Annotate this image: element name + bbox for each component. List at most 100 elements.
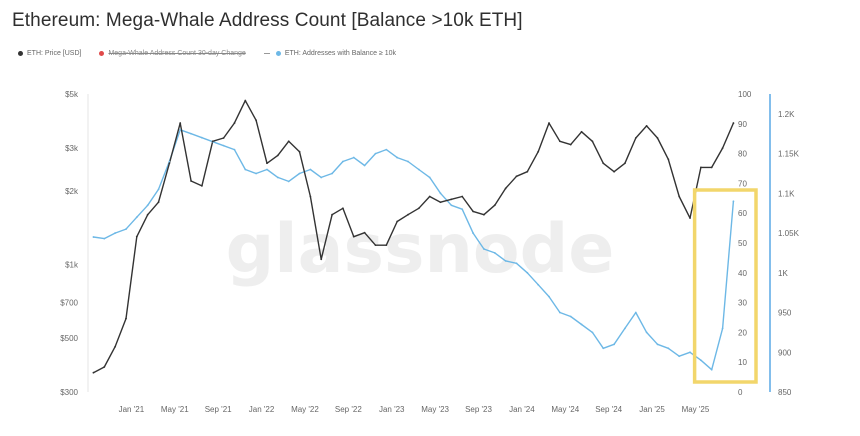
price-point [667,158,670,161]
x-tick-label: Jan '22 [249,405,275,414]
addresses-point [179,128,182,131]
addresses-point [287,180,290,183]
x-axis: Jan '21 May '21 Sep '21 Jan '22 May '22 Sep '… [119,405,710,414]
chart-title: Ethereum: Mega-Whale Address Count [Bala… [12,10,523,31]
addresses-point [721,327,724,330]
price-point [298,150,301,153]
legend-item-30day-change[interactable]: Mega-Whale Address Count 30-day Change [99,50,246,57]
price-point [233,122,236,124]
addresses-point [352,156,355,159]
middle-y-tick-label: 50 [738,239,747,248]
price-point [515,175,518,178]
left-y-tick-label: $1k [65,260,79,269]
addresses-point [450,204,453,207]
price-point [732,122,735,124]
legend-addresses-dot-icon [275,51,281,56]
right-y-tick-label: 1.15K [778,150,800,159]
price-point [352,235,355,238]
price-point [396,220,399,223]
addresses-point [363,164,366,167]
left-y-tick-label: $3k [65,144,79,153]
price-point [309,195,312,198]
price-point [179,122,182,124]
middle-y-tick-label: 0 [738,388,743,397]
legend-addresses-label: ETH: Addresses with Balance ≥ 10k [284,50,397,57]
addresses-point [135,216,138,219]
legend-price-label: ETH: Price [USD] [27,50,82,57]
addresses-point [407,160,409,163]
addresses-point [168,160,171,163]
addresses-point [244,168,247,171]
price-point [385,244,388,247]
price-point [450,198,453,201]
price-point [320,258,323,261]
right-y-tick-label: 1K [778,269,788,278]
middle-y-tick-label: 60 [738,209,747,218]
addresses-point [515,262,518,265]
left-y-tick-label: $2k [65,187,79,196]
addresses-point [558,311,561,314]
right-y-tick-label: 1.2K [778,110,795,119]
middle-y-tick-label: 70 [738,179,747,188]
price-point [92,371,95,374]
middle-y-tick-label: 40 [738,269,747,278]
right-y-tick-label: 900 [778,348,792,357]
price-point [211,140,214,143]
middle-y-tick-label: 90 [738,120,747,129]
price-point [678,195,681,198]
addresses-point [266,168,268,171]
price-point [493,204,496,207]
price-point [168,162,171,165]
addresses-point [656,343,659,346]
legend-item-price[interactable]: ETH: Price [USD] [18,50,81,57]
x-tick-label: Jan '25 [639,405,665,414]
price-point [255,119,258,122]
addresses-point [526,271,529,274]
x-tick-label: Jan '23 [379,405,405,414]
price-point [548,122,550,124]
x-tick-label: Sep '21 [205,405,232,414]
price-point [266,162,268,165]
legend-change-dot-icon [99,51,105,56]
x-tick-label: Sep '23 [465,405,492,414]
addresses-point [689,351,691,354]
price-series-points [92,99,735,374]
addresses-point [396,156,399,159]
price-point [689,217,691,219]
price-point [222,137,225,139]
price-point [483,213,485,216]
price-point [135,235,138,238]
addresses-point [146,204,149,207]
price-point [645,124,648,127]
middle-y-tick-label: 20 [738,328,747,337]
addresses-point [114,232,117,234]
addresses-point [125,228,127,230]
price-point [656,137,659,139]
price-point [331,213,333,216]
addresses-series-points [92,128,735,371]
price-point [374,244,377,247]
price-point [624,162,626,165]
right-y-tick-label: 950 [778,309,792,318]
legend-item-addresses[interactable]: ETH: Addresses with Balance ≥ 10k [263,50,397,57]
addresses-point [645,331,648,334]
price-point [461,195,464,198]
x-tick-label: May '22 [291,405,319,414]
addresses-point [417,168,420,171]
price-point [428,195,431,198]
addresses-point [190,132,192,135]
price-point [146,213,149,216]
x-tick-label: Jan '24 [509,405,535,414]
addresses-point [634,311,637,314]
left-y-axis: $300 $500 $700 $1k $2k $3k $5k [60,90,79,397]
price-point [537,150,540,153]
legend-price-dot-icon [18,51,23,56]
watermark: glassnode [226,210,615,289]
price-point [602,162,605,165]
addresses-point [678,355,681,358]
addresses-point [276,176,279,179]
addresses-point [591,331,594,334]
x-tick-label: Sep '22 [335,405,362,414]
middle-y-tick-label: 100 [738,90,752,99]
addresses-point [255,172,258,175]
